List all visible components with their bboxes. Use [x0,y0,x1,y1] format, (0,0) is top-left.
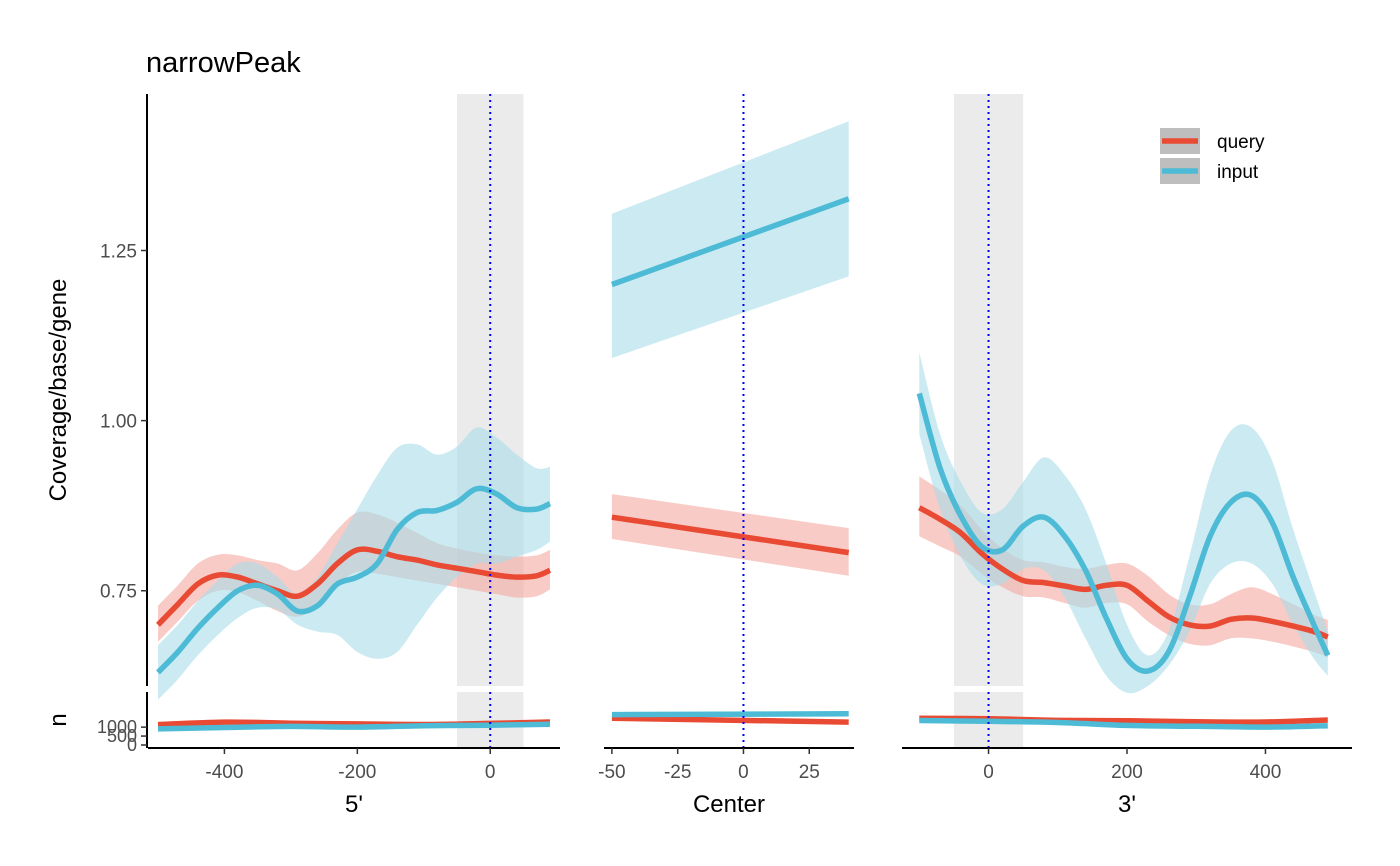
y-tick-label: 1.25 [100,242,137,263]
y-axis-title: Coverage/base/gene [45,279,72,502]
x-axis-title-center: Center [693,791,765,818]
x-tick-label-three: 400 [1250,762,1282,783]
x-tick-label-three: 200 [1111,762,1143,783]
input-line-center [610,196,850,288]
panel-five-prime: -400 -200 0 5' [148,94,560,818]
input-n-line-center [611,711,849,718]
input-ci-band-three [919,352,1328,694]
legend-label-input: input [1217,162,1259,183]
x-tick-label-center: 25 [799,762,820,783]
input-n-line-five [157,721,551,732]
panel-three-prime: 0 200 400 3' [902,94,1352,818]
x-tick-label-five: -400 [205,762,243,783]
query-n-line-center [611,715,849,725]
x-axis-title-three: 3' [1118,791,1136,818]
query-ci-band-three [919,476,1328,658]
x-tick-label-five: -200 [338,762,376,783]
n-tick-label: 500 [107,726,137,746]
x-tick-label-center: 0 [738,762,749,783]
legend: query input [1160,128,1265,184]
x-tick-label-three: 0 [983,762,994,783]
input-ci-band-five [158,427,550,700]
x-axis-title-five: 5' [345,791,363,818]
legend-label-query: query [1217,132,1265,153]
x-tick-label-center: -25 [664,762,691,783]
y-axis: 0.75 1.00 1.25 [100,94,148,686]
n-tick-label: 0 [127,735,137,755]
y-tick-label: 1.00 [100,412,137,433]
n-tick-label: 1000 [97,717,137,737]
x-tick-label-five: 0 [485,762,496,783]
n-axis-title: n [45,713,72,726]
query-line-three [917,505,1329,640]
y-tick-label: 0.75 [100,582,137,603]
input-n-line-three [919,717,1328,730]
chart-title: narrowPeak [146,47,301,79]
shade-window-n [457,692,524,748]
input-line-three [916,392,1331,674]
query-line-center [611,514,850,556]
panel-center: -50 -25 0 25 Center [598,94,854,818]
x-tick-label-center: -50 [598,762,625,783]
